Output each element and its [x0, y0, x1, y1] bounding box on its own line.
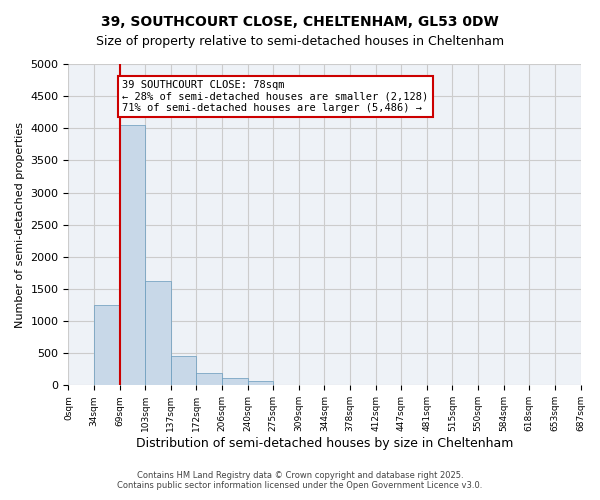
Text: 39 SOUTHCOURT CLOSE: 78sqm
← 28% of semi-detached houses are smaller (2,128)
71%: 39 SOUTHCOURT CLOSE: 78sqm ← 28% of semi…: [122, 80, 428, 114]
Bar: [145, 281, 171, 386]
Text: Size of property relative to semi-detached houses in Cheltenham: Size of property relative to semi-detach…: [96, 35, 504, 48]
Bar: [248, 381, 273, 386]
Bar: [196, 373, 222, 386]
Bar: [119, 125, 145, 386]
Y-axis label: Number of semi-detached properties: Number of semi-detached properties: [15, 122, 25, 328]
Text: Contains HM Land Registry data © Crown copyright and database right 2025.
Contai: Contains HM Land Registry data © Crown c…: [118, 470, 482, 490]
Bar: [171, 356, 196, 386]
X-axis label: Distribution of semi-detached houses by size in Cheltenham: Distribution of semi-detached houses by …: [136, 437, 513, 450]
Bar: [222, 378, 248, 386]
Bar: [94, 305, 119, 386]
Text: 39, SOUTHCOURT CLOSE, CHELTENHAM, GL53 0DW: 39, SOUTHCOURT CLOSE, CHELTENHAM, GL53 0…: [101, 15, 499, 29]
